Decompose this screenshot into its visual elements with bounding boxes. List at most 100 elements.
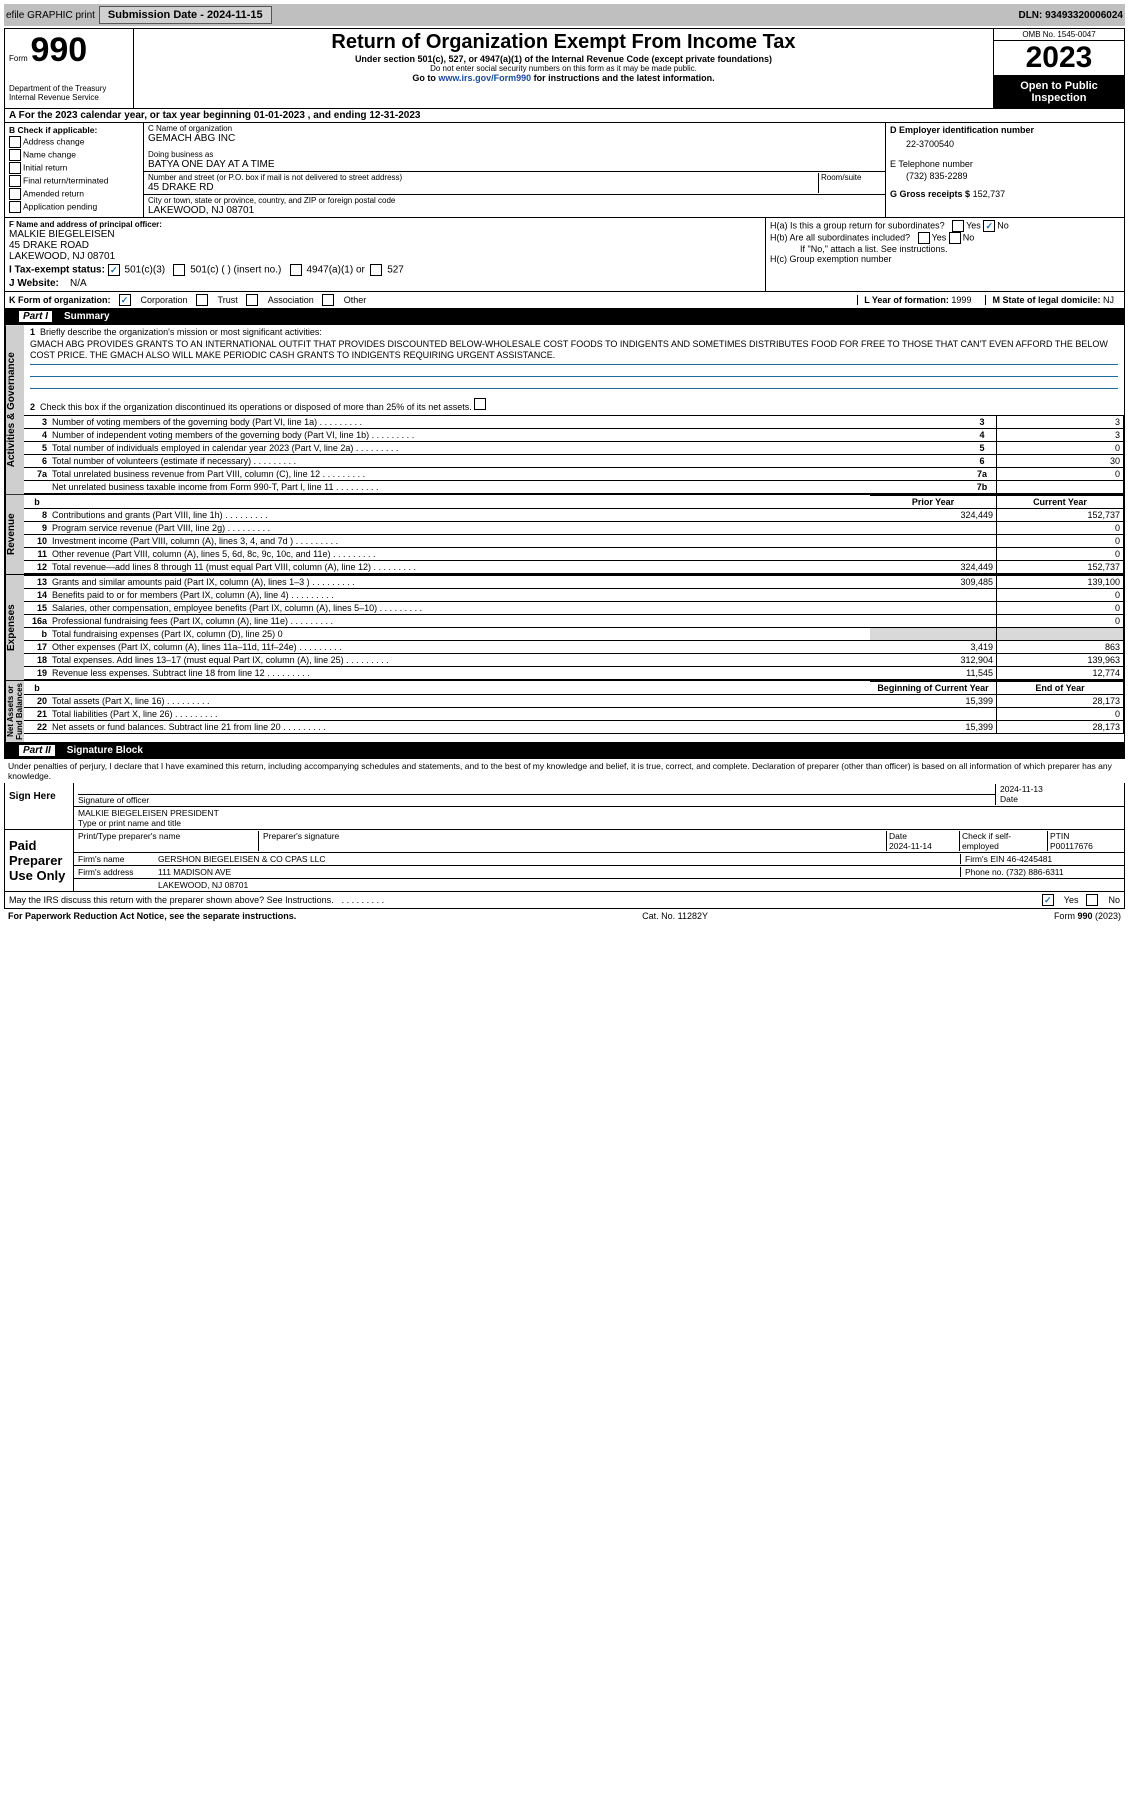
hb-note: If "No," attach a list. See instructions…	[770, 244, 1120, 254]
room-label: Room/suite	[818, 173, 881, 193]
k-row: K Form of organization: Corporation Trus…	[4, 292, 1125, 309]
org-name: GEMACH ABG INC	[148, 133, 881, 144]
j-label: J Website:	[9, 278, 59, 289]
sig-date: 2024-11-13	[1000, 784, 1043, 794]
l-label: L Year of formation:	[864, 295, 949, 305]
ssn-warning: Do not enter social security numbers on …	[140, 64, 987, 73]
expense-block: Expenses 13Grants and similar amounts pa…	[4, 575, 1125, 681]
chk-527[interactable]	[370, 264, 382, 276]
form-subtitle: Under section 501(c), 527, or 4947(a)(1)…	[140, 54, 987, 64]
chk-501c3[interactable]	[108, 264, 120, 276]
street-address: 45 DRAKE RD	[148, 182, 818, 193]
b-label: B Check if applicable:	[9, 125, 139, 135]
chk-discuss-no[interactable]	[1086, 894, 1098, 906]
addr-label: Number and street (or P.O. box if mail i…	[148, 173, 818, 182]
chk-other[interactable]	[322, 294, 334, 306]
ein-value: 22-3700540	[890, 135, 1120, 159]
sign-here-block: Sign Here Signature of officer 2024-11-1…	[4, 783, 1125, 830]
governance-block: Activities & Governance 1 Briefly descri…	[4, 325, 1125, 495]
revenue-block: Revenue bPrior YearCurrent Year8Contribu…	[4, 495, 1125, 575]
chk-4947[interactable]	[290, 264, 302, 276]
part2-header: Part IISignature Block	[4, 743, 1125, 759]
chk-corp[interactable]	[119, 294, 131, 306]
officer-addr: 45 DRAKE ROAD	[9, 240, 761, 251]
city-label: City or town, state or province, country…	[148, 196, 881, 205]
efile-topbar: efile GRAPHIC print Submission Date - 20…	[4, 4, 1125, 26]
perjury-text: Under penalties of perjury, I declare th…	[4, 759, 1125, 783]
netassets-label: Net Assets orFund Balances	[5, 681, 24, 742]
chk-hb-no[interactable]	[949, 232, 961, 244]
gross-value: 152,737	[973, 189, 1006, 199]
chk-hb-yes[interactable]	[918, 232, 930, 244]
prep-sig-hdr: Preparer's signature	[259, 831, 887, 851]
website-value: N/A	[70, 278, 87, 289]
chk-discuss-yes[interactable]	[1042, 894, 1054, 906]
gross-label: G Gross receipts $	[890, 189, 970, 199]
chk-501c[interactable]	[173, 264, 185, 276]
expense-table: 13Grants and similar amounts paid (Part …	[24, 575, 1124, 680]
ha-label: H(a) Is this a group return for subordin…	[770, 220, 945, 230]
dept-label: Department of the Treasury	[9, 84, 129, 93]
firm-phone: (732) 886-6311	[1006, 867, 1064, 877]
open-public-badge: Open to Public Inspection	[994, 76, 1124, 108]
irs-label: Internal Revenue Service	[9, 93, 129, 102]
paid-preparer-block: Paid Preparer Use Only Print/Type prepar…	[4, 830, 1125, 892]
ptin-value: P00117676	[1050, 841, 1093, 851]
officer-city: LAKEWOOD, NJ 08701	[9, 251, 761, 262]
submission-date-button[interactable]: Submission Date - 2024-11-15	[99, 6, 272, 24]
ein-label: D Employer identification number	[890, 125, 1120, 135]
m-value: NJ	[1103, 295, 1114, 305]
chk-ha-no[interactable]	[983, 220, 995, 232]
chk-assoc[interactable]	[246, 294, 258, 306]
goto-link[interactable]: Go to www.irs.gov/Form990 for instructio…	[140, 73, 987, 83]
expense-label: Expenses	[5, 575, 24, 680]
paid-label: Paid Preparer Use Only	[5, 830, 74, 891]
netassets-table: bBeginning of Current YearEnd of Year20T…	[24, 681, 1124, 734]
dba-label: Doing business as	[148, 150, 881, 159]
i-label: I Tax-exempt status:	[9, 265, 105, 276]
sign-here-label: Sign Here	[5, 783, 74, 829]
chk-final: Final return/terminated	[9, 175, 139, 187]
chk-discontinued[interactable]	[474, 398, 486, 410]
prep-date: 2024-11-14	[889, 841, 932, 851]
form-number: 990	[30, 31, 87, 69]
governance-label: Activities & Governance	[5, 325, 24, 494]
hb-label: H(b) Are all subordinates included?	[770, 232, 910, 242]
city-value: LAKEWOOD, NJ 08701	[148, 205, 881, 216]
cat-no: Cat. No. 11282Y	[642, 911, 708, 921]
revenue-table: bPrior YearCurrent Year8Contributions an…	[24, 495, 1124, 574]
q2-label: Check this box if the organization disco…	[40, 402, 472, 412]
part1-header: Part ISummary	[4, 309, 1125, 325]
firm-ein: 46-4245481	[1007, 854, 1052, 864]
self-emp-label: Check if self-employed	[960, 831, 1048, 851]
chk-initial: Initial return	[9, 162, 139, 174]
omb-label: OMB No. 1545-0047	[994, 29, 1124, 41]
f-label: F Name and address of principal officer:	[9, 220, 162, 229]
sig-label: Signature of officer	[78, 794, 995, 805]
efile-label: efile GRAPHIC print	[6, 10, 95, 21]
discuss-label: May the IRS discuss this return with the…	[9, 895, 334, 905]
c-name-label: C Name of organization	[148, 124, 881, 133]
entity-section: B Check if applicable: Address change Na…	[4, 123, 1125, 218]
dln-label: DLN: 93493320006024	[276, 10, 1123, 21]
revenue-label: Revenue	[5, 495, 24, 574]
officer-printed: MALKIE BIEGELEISEN PRESIDENT	[78, 808, 219, 818]
dba-value: BATYA ONE DAY AT A TIME	[148, 159, 881, 170]
netassets-block: Net Assets orFund Balances bBeginning of…	[4, 681, 1125, 743]
hc-label: H(c) Group exemption number	[770, 254, 1120, 264]
k-label: K Form of organization:	[9, 295, 111, 305]
tax-year: 2023	[994, 41, 1124, 76]
l-value: 1999	[951, 295, 971, 305]
chk-ha-yes[interactable]	[952, 220, 964, 232]
chk-address: Address change	[9, 136, 139, 148]
page-footer: For Paperwork Reduction Act Notice, see …	[4, 909, 1125, 923]
firm-addr1: 111 MADISON AVE	[158, 867, 231, 877]
chk-amended: Amended return	[9, 188, 139, 200]
officer-name: MALKIE BIEGELEISEN	[9, 229, 761, 240]
phone-value: (732) 835-2289	[890, 169, 1120, 189]
tax-year-line: A For the 2023 calendar year, or tax yea…	[4, 109, 1125, 123]
q1-label: Briefly describe the organization's miss…	[40, 327, 322, 337]
chk-trust[interactable]	[196, 294, 208, 306]
governance-table: 3Number of voting members of the governi…	[24, 415, 1124, 494]
prep-name-hdr: Print/Type preparer's name	[78, 831, 259, 851]
